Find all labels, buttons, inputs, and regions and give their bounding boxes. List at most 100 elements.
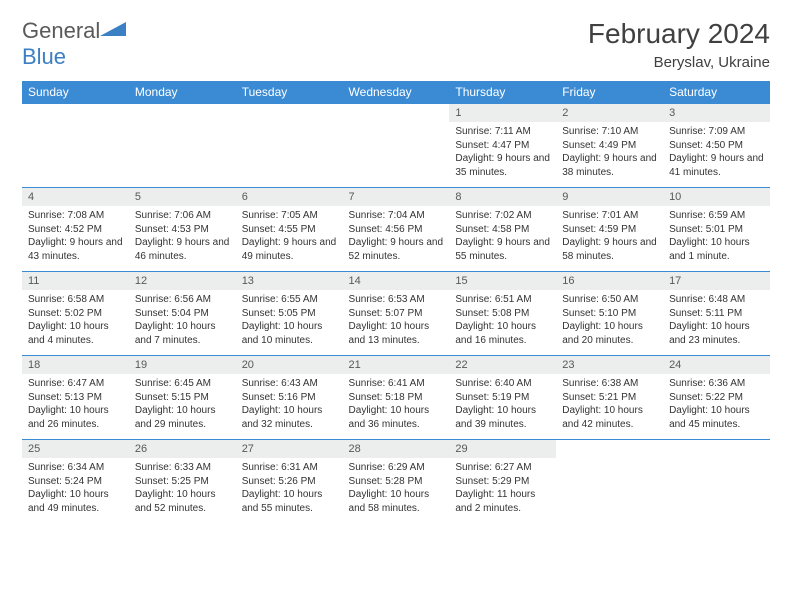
sunset-line: Sunset: 5:05 PM: [242, 307, 337, 321]
sunset-line: Sunset: 5:28 PM: [349, 475, 444, 489]
day-body: Sunrise: 7:08 AMSunset: 4:52 PMDaylight:…: [22, 206, 129, 271]
sunset-line: Sunset: 5:18 PM: [349, 391, 444, 405]
sunrise-line: Sunrise: 6:38 AM: [562, 377, 657, 391]
weekday-header: Thursday: [449, 81, 556, 104]
title-block: February 2024 Beryslav, Ukraine: [588, 18, 770, 71]
day-body: Sunrise: 6:40 AMSunset: 5:19 PMDaylight:…: [449, 374, 556, 439]
sunset-line: Sunset: 4:50 PM: [669, 139, 764, 153]
week-row: 4Sunrise: 7:08 AMSunset: 4:52 PMDaylight…: [22, 188, 770, 272]
sunrise-line: Sunrise: 6:51 AM: [455, 293, 550, 307]
daylight-line: Daylight: 9 hours and 52 minutes.: [349, 236, 444, 263]
sunrise-line: Sunrise: 7:04 AM: [349, 209, 444, 223]
daylight-line: Daylight: 10 hours and 49 minutes.: [28, 488, 123, 515]
day-cell: 14Sunrise: 6:53 AMSunset: 5:07 PMDayligh…: [343, 272, 450, 356]
day-body: Sunrise: 6:51 AMSunset: 5:08 PMDaylight:…: [449, 290, 556, 355]
day-cell: 25Sunrise: 6:34 AMSunset: 5:24 PMDayligh…: [22, 440, 129, 524]
sunset-line: Sunset: 4:55 PM: [242, 223, 337, 237]
day-body: Sunrise: 6:47 AMSunset: 5:13 PMDaylight:…: [22, 374, 129, 439]
daylight-line: Daylight: 10 hours and 52 minutes.: [135, 488, 230, 515]
day-cell: 28Sunrise: 6:29 AMSunset: 5:28 PMDayligh…: [343, 440, 450, 524]
day-cell: 16Sunrise: 6:50 AMSunset: 5:10 PMDayligh…: [556, 272, 663, 356]
sunrise-line: Sunrise: 6:34 AM: [28, 461, 123, 475]
calendar-table: SundayMondayTuesdayWednesdayThursdayFrid…: [22, 81, 770, 523]
day-body: Sunrise: 6:53 AMSunset: 5:07 PMDaylight:…: [343, 290, 450, 355]
day-number: 7: [343, 188, 450, 206]
sunset-line: Sunset: 5:01 PM: [669, 223, 764, 237]
day-body: Sunrise: 6:56 AMSunset: 5:04 PMDaylight:…: [129, 290, 236, 355]
sunset-line: Sunset: 5:24 PM: [28, 475, 123, 489]
sunset-line: Sunset: 5:15 PM: [135, 391, 230, 405]
day-number: 17: [663, 272, 770, 290]
sunrise-line: Sunrise: 6:56 AM: [135, 293, 230, 307]
day-number: 14: [343, 272, 450, 290]
day-cell: ....: [129, 104, 236, 188]
day-body: Sunrise: 6:58 AMSunset: 5:02 PMDaylight:…: [22, 290, 129, 355]
sunrise-line: Sunrise: 7:10 AM: [562, 125, 657, 139]
sunset-line: Sunset: 5:19 PM: [455, 391, 550, 405]
day-cell: 3Sunrise: 7:09 AMSunset: 4:50 PMDaylight…: [663, 104, 770, 188]
day-number: 1: [449, 104, 556, 122]
daylight-line: Daylight: 10 hours and 1 minute.: [669, 236, 764, 263]
sunrise-line: Sunrise: 7:05 AM: [242, 209, 337, 223]
sunrise-line: Sunrise: 6:40 AM: [455, 377, 550, 391]
sunrise-line: Sunrise: 6:41 AM: [349, 377, 444, 391]
day-body: Sunrise: 6:48 AMSunset: 5:11 PMDaylight:…: [663, 290, 770, 355]
day-number: 21: [343, 356, 450, 374]
sunset-line: Sunset: 5:29 PM: [455, 475, 550, 489]
sunset-line: Sunset: 5:22 PM: [669, 391, 764, 405]
sunrise-line: Sunrise: 6:55 AM: [242, 293, 337, 307]
daylight-line: Daylight: 9 hours and 49 minutes.: [242, 236, 337, 263]
day-cell: 29Sunrise: 6:27 AMSunset: 5:29 PMDayligh…: [449, 440, 556, 524]
weekday-header: Saturday: [663, 81, 770, 104]
logo-triangle-icon: [100, 20, 126, 38]
day-number: 15: [449, 272, 556, 290]
sunrise-line: Sunrise: 6:29 AM: [349, 461, 444, 475]
day-number: 23: [556, 356, 663, 374]
day-body: Sunrise: 7:05 AMSunset: 4:55 PMDaylight:…: [236, 206, 343, 271]
sunset-line: Sunset: 5:26 PM: [242, 475, 337, 489]
logo-prefix: General: [22, 18, 100, 43]
day-cell: 24Sunrise: 6:36 AMSunset: 5:22 PMDayligh…: [663, 356, 770, 440]
daylight-line: Daylight: 10 hours and 32 minutes.: [242, 404, 337, 431]
sunrise-line: Sunrise: 6:36 AM: [669, 377, 764, 391]
day-cell: 4Sunrise: 7:08 AMSunset: 4:52 PMDaylight…: [22, 188, 129, 272]
sunrise-line: Sunrise: 7:02 AM: [455, 209, 550, 223]
month-title: February 2024: [588, 18, 770, 50]
sunset-line: Sunset: 5:13 PM: [28, 391, 123, 405]
calendar-body: ................1Sunrise: 7:11 AMSunset:…: [22, 104, 770, 524]
day-cell: 6Sunrise: 7:05 AMSunset: 4:55 PMDaylight…: [236, 188, 343, 272]
daylight-line: Daylight: 10 hours and 45 minutes.: [669, 404, 764, 431]
daylight-line: Daylight: 10 hours and 10 minutes.: [242, 320, 337, 347]
sunrise-line: Sunrise: 6:47 AM: [28, 377, 123, 391]
day-number: 24: [663, 356, 770, 374]
day-cell: 7Sunrise: 7:04 AMSunset: 4:56 PMDaylight…: [343, 188, 450, 272]
week-row: 18Sunrise: 6:47 AMSunset: 5:13 PMDayligh…: [22, 356, 770, 440]
day-number: 16: [556, 272, 663, 290]
sunrise-line: Sunrise: 6:48 AM: [669, 293, 764, 307]
sunset-line: Sunset: 4:52 PM: [28, 223, 123, 237]
day-body: Sunrise: 7:09 AMSunset: 4:50 PMDaylight:…: [663, 122, 770, 187]
day-number: 10: [663, 188, 770, 206]
header: General Blue February 2024 Beryslav, Ukr…: [22, 18, 770, 71]
week-row: ................1Sunrise: 7:11 AMSunset:…: [22, 104, 770, 188]
daylight-line: Daylight: 9 hours and 35 minutes.: [455, 152, 550, 179]
sunset-line: Sunset: 5:07 PM: [349, 307, 444, 321]
day-cell: 20Sunrise: 6:43 AMSunset: 5:16 PMDayligh…: [236, 356, 343, 440]
weekday-header: Monday: [129, 81, 236, 104]
sunrise-line: Sunrise: 6:58 AM: [28, 293, 123, 307]
day-number: 3: [663, 104, 770, 122]
sunset-line: Sunset: 5:16 PM: [242, 391, 337, 405]
sunset-line: Sunset: 4:53 PM: [135, 223, 230, 237]
day-cell: ....: [22, 104, 129, 188]
day-body: Sunrise: 7:06 AMSunset: 4:53 PMDaylight:…: [129, 206, 236, 271]
day-body: Sunrise: 6:36 AMSunset: 5:22 PMDaylight:…: [663, 374, 770, 439]
day-cell: ....: [556, 440, 663, 524]
weekday-header: Tuesday: [236, 81, 343, 104]
logo: General Blue: [22, 18, 126, 70]
sunrise-line: Sunrise: 6:53 AM: [349, 293, 444, 307]
day-number: 18: [22, 356, 129, 374]
daylight-line: Daylight: 9 hours and 46 minutes.: [135, 236, 230, 263]
daylight-line: Daylight: 10 hours and 36 minutes.: [349, 404, 444, 431]
day-body: Sunrise: 6:33 AMSunset: 5:25 PMDaylight:…: [129, 458, 236, 523]
daylight-line: Daylight: 10 hours and 13 minutes.: [349, 320, 444, 347]
